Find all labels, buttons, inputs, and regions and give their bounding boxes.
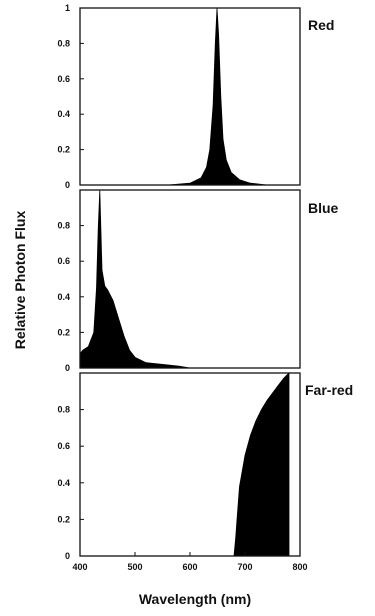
x-tick-label: 700: [237, 562, 252, 572]
y-tick-label: 0: [65, 180, 70, 190]
y-tick-label: 0.8: [57, 405, 70, 415]
y-tick-label: 0.2: [57, 514, 70, 524]
x-tick-label: 500: [127, 562, 142, 572]
spectrum-area-red: [80, 7, 300, 186]
panel-blue: 0 0.2 0.4 0.6 0.8 Blue: [57, 189, 339, 373]
y-tick-label: 0.8: [57, 38, 70, 48]
panel-label: Far-red: [305, 382, 353, 398]
y-tick-label: 0.6: [57, 256, 70, 266]
y-tick-label: 0.6: [57, 74, 70, 84]
x-tick-label: 800: [292, 562, 307, 572]
y-tick-label: 0.2: [57, 327, 70, 337]
y-axis-title: Relative Photon Flux: [12, 211, 28, 350]
panel-red: 0 0.2 0.4 0.6 0.8 1 Red: [57, 3, 334, 190]
y-tick-label: 0.8: [57, 221, 70, 231]
panel-label: Red: [308, 17, 334, 33]
y-tick-label: 0: [65, 551, 70, 561]
x-tick-label: 600: [182, 562, 197, 572]
plot-frame: [79, 7, 301, 186]
y-tick-label: 0.4: [57, 109, 70, 119]
x-axis-title: Wavelength (nm): [139, 591, 251, 607]
y-tick-label: 0: [65, 363, 70, 373]
y-tick-label: 1: [65, 3, 70, 13]
panel-label: Blue: [308, 200, 339, 216]
spectrum-area-far-red: [80, 372, 290, 557]
spectrum-area-blue: [79, 189, 300, 369]
panel-far-red: 0 0.2 0.4 0.6 0.8 400 500 600 700 800 Far-red: [57, 372, 353, 572]
panels: 0 0.2 0.4 0.6 0.8 1 Red 0 0.2 0.4 0.6 0.8 Blue 0 0.2 0.…: [57, 3, 353, 572]
y-tick-label: 0.4: [57, 478, 70, 488]
x-tick-label: 400: [72, 562, 87, 572]
y-tick-label: 0.6: [57, 441, 70, 451]
y-tick-label: 0.4: [57, 292, 70, 302]
plot-frame: [79, 189, 301, 369]
y-tick-label: 0.2: [57, 145, 70, 155]
